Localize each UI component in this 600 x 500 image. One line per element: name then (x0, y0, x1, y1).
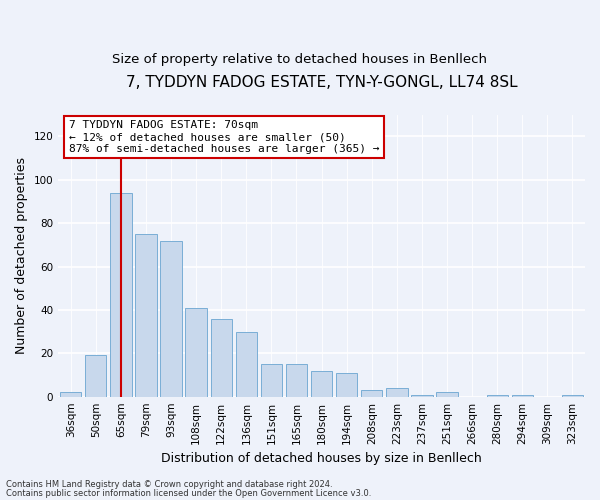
Text: Contains HM Land Registry data © Crown copyright and database right 2024.: Contains HM Land Registry data © Crown c… (6, 480, 332, 489)
Title: 7, TYDDYN FADOG ESTATE, TYN-Y-GONGL, LL74 8SL: 7, TYDDYN FADOG ESTATE, TYN-Y-GONGL, LL7… (126, 75, 517, 90)
Bar (361, 390, 382, 396)
Bar (136, 234, 157, 396)
Bar (261, 364, 282, 396)
Bar (211, 318, 232, 396)
Bar (85, 356, 106, 397)
Bar (512, 394, 533, 396)
Bar (487, 394, 508, 396)
Bar (336, 373, 358, 396)
Text: 7 TYDDYN FADOG ESTATE: 70sqm
← 12% of detached houses are smaller (50)
87% of se: 7 TYDDYN FADOG ESTATE: 70sqm ← 12% of de… (69, 120, 379, 154)
X-axis label: Distribution of detached houses by size in Benllech: Distribution of detached houses by size … (161, 452, 482, 465)
Bar (286, 364, 307, 396)
Bar (562, 394, 583, 396)
Bar (185, 308, 207, 396)
Y-axis label: Number of detached properties: Number of detached properties (15, 157, 28, 354)
Bar (160, 240, 182, 396)
Bar (411, 394, 433, 396)
Bar (436, 392, 458, 396)
Bar (236, 332, 257, 396)
Bar (311, 370, 332, 396)
Text: Contains public sector information licensed under the Open Government Licence v3: Contains public sector information licen… (6, 489, 371, 498)
Bar (60, 392, 82, 396)
Bar (386, 388, 407, 396)
Text: Size of property relative to detached houses in Benllech: Size of property relative to detached ho… (113, 52, 487, 66)
Bar (110, 193, 131, 396)
